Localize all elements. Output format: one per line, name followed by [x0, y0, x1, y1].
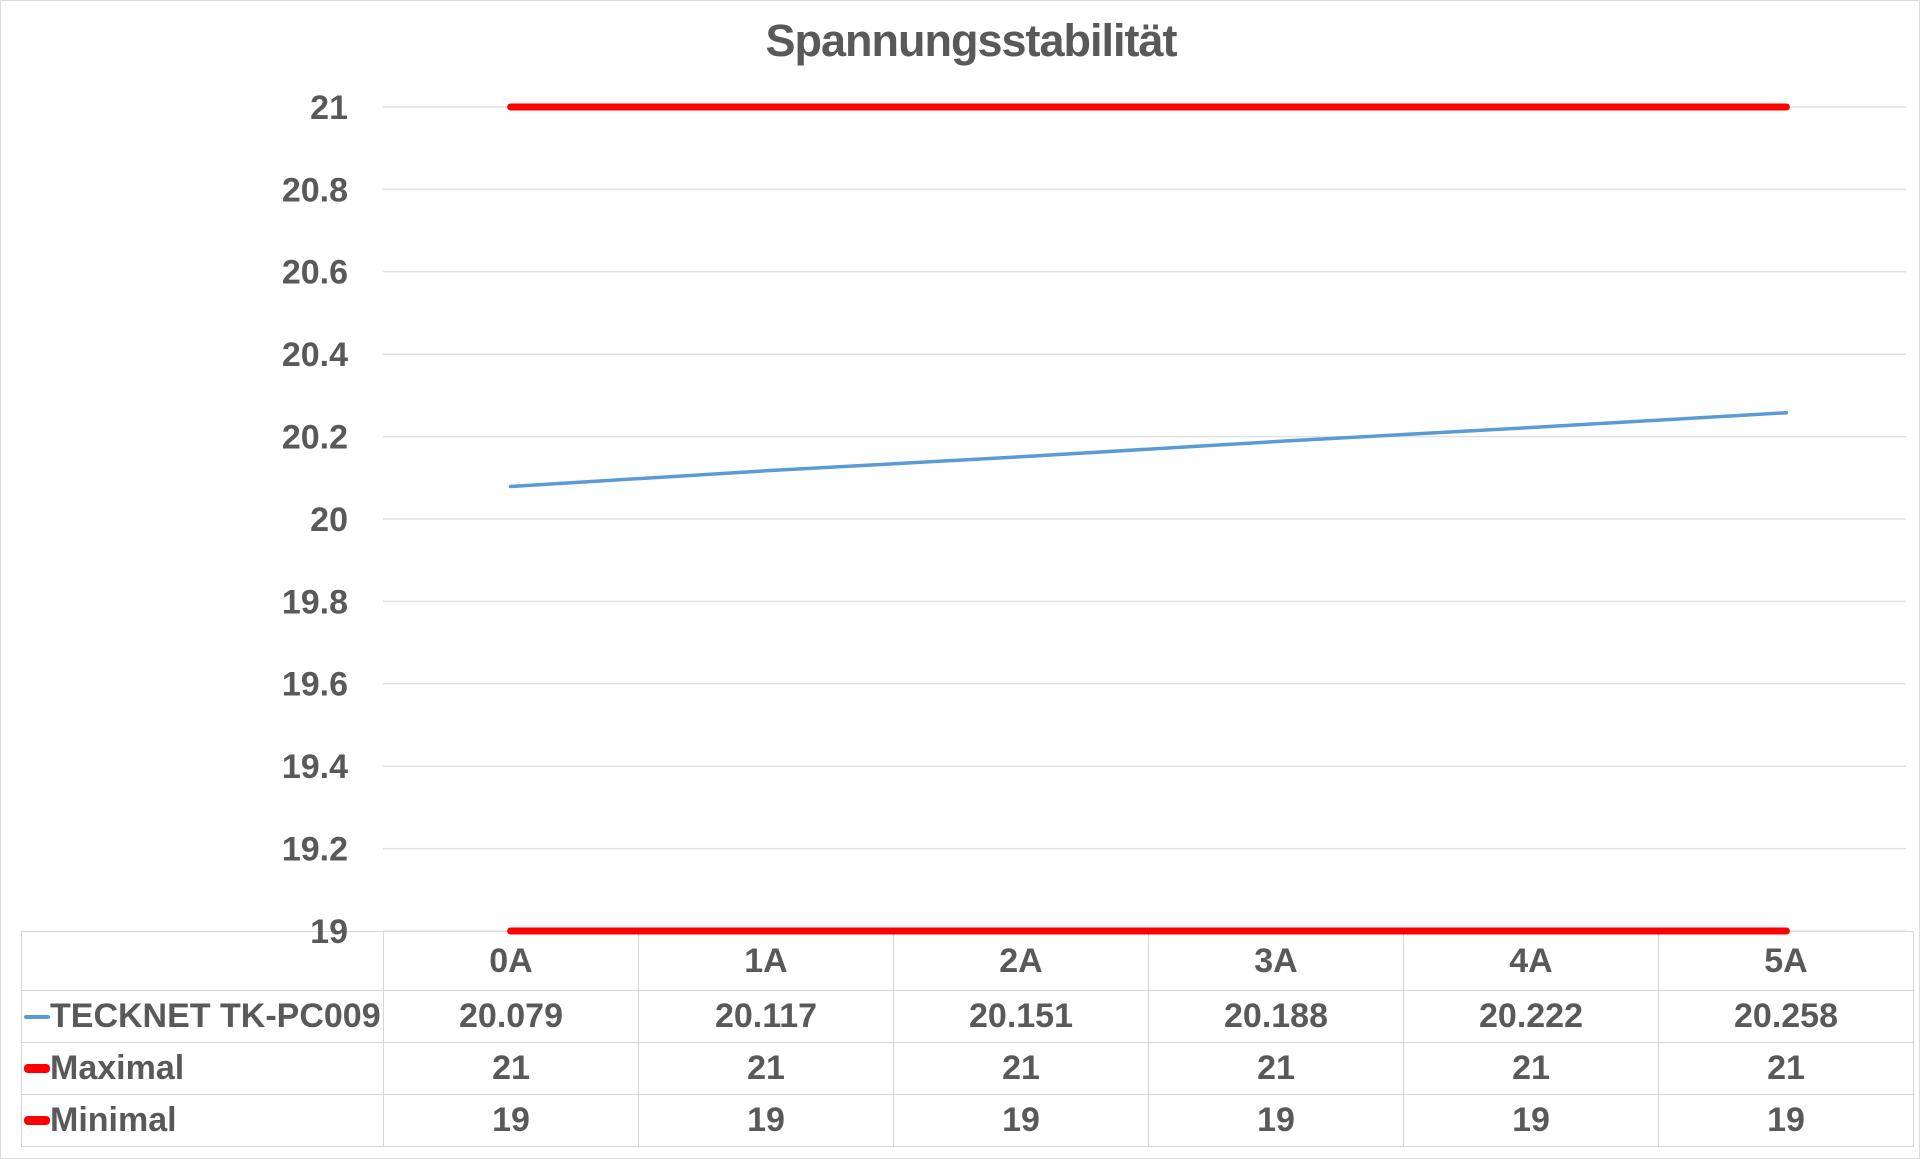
table-cell: 19 [893, 1094, 1149, 1147]
table-cell: 20.117 [638, 990, 894, 1043]
table-cell: 20.222 [1403, 990, 1659, 1043]
series-label: Minimal [50, 1101, 177, 1139]
y-axis-label: 20.4 [282, 336, 348, 374]
table-cell: 19 [383, 1094, 639, 1147]
x-category-label: 5A [1658, 931, 1914, 991]
table-cell: 19 [1658, 1094, 1914, 1147]
table-cell: 21 [1148, 1042, 1404, 1095]
y-axis-label: 19.6 [282, 666, 348, 704]
y-axis-label: 19.8 [282, 583, 348, 621]
table-row-tecknet: TECKNET TK-PC009 20.079 20.117 20.151 20… [21, 990, 1914, 1043]
table-cell: 19 [1403, 1094, 1659, 1147]
x-category-label: 1A [638, 931, 894, 991]
table-row-maximal: Maximal 21 21 21 21 21 21 [21, 1042, 1914, 1095]
series-label: Maximal [50, 1049, 185, 1087]
table-cell: 21 [638, 1042, 894, 1095]
y-axis-label: 20.8 [282, 171, 348, 209]
minimal-legend-line-icon [24, 1116, 50, 1125]
table-cell: 20.151 [893, 990, 1149, 1043]
table-cell: 21 [893, 1042, 1149, 1095]
table-cell: 21 [383, 1042, 639, 1095]
y-axis-label: 21 [310, 89, 348, 127]
x-category-label: 4A [1403, 931, 1659, 991]
y-axis-label: 20.2 [282, 419, 348, 457]
table-header-row: 0A 1A 2A 3A 4A 5A [21, 931, 1914, 991]
table-cell: 19 [1148, 1094, 1404, 1147]
table-cell: 20.258 [1658, 990, 1914, 1043]
tecknet-legend-line-icon [24, 1014, 50, 1019]
y-axis-label: 20 [310, 501, 348, 539]
x-category-label: 3A [1148, 931, 1404, 991]
table-corner-cell [21, 931, 384, 991]
series-label: TECKNET TK-PC009 [50, 997, 381, 1035]
table-cell: 20.188 [1148, 990, 1404, 1043]
data-table: 0A 1A 2A 3A 4A 5A TECKNET TK-PC009 20.07… [21, 931, 1914, 1147]
y-axis-label: 19.4 [282, 748, 348, 786]
y-axis-label: 19.2 [282, 831, 348, 869]
table-cell: 21 [1658, 1042, 1914, 1095]
table-cell: 20.079 [383, 990, 639, 1043]
chart-title: Spannungsstabilität [765, 15, 1177, 66]
y-axis-label: 20.6 [282, 254, 348, 292]
x-category-label: 2A [893, 931, 1149, 991]
maximal-legend-line-icon [24, 1064, 50, 1073]
table-cell: 21 [1403, 1042, 1659, 1095]
table-cell: 19 [638, 1094, 894, 1147]
table-row-minimal: Minimal 19 19 19 19 19 19 [21, 1094, 1914, 1147]
series-line-tecknet-tk-pc009 [508, 410, 1789, 489]
x-category-label: 0A [383, 931, 639, 991]
